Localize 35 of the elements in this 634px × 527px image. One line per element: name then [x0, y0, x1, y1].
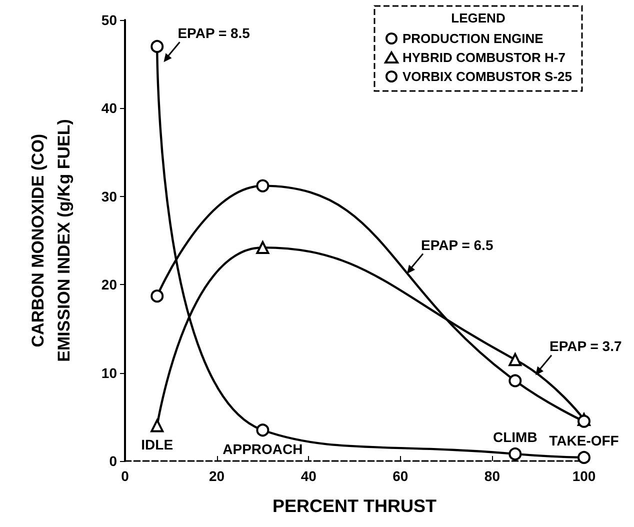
annotation: EPAP = 6.5: [420, 236, 494, 253]
point: [150, 419, 164, 432]
legend-title: LEGEND: [451, 10, 506, 26]
annotation: EPAP = 8.5: [178, 25, 250, 42]
y-tick-label: 40: [101, 100, 118, 116]
legend-label: VORBIX COMBUSTOR S-25: [402, 69, 572, 84]
y-tick-label: 20: [101, 276, 118, 293]
x-tick-label: 20: [209, 468, 225, 484]
point: [508, 447, 522, 460]
x-tick-label: 40: [300, 468, 317, 484]
y-axis-title: CARBON MONOXIDE (CO) EMISSION INDEX (g/Kg FUEL): [28, 119, 74, 362]
point: [256, 424, 270, 437]
x-tick-label: 0: [121, 468, 130, 484]
point: [256, 179, 270, 192]
point: [578, 450, 590, 464]
y-tick-label: 10: [101, 364, 118, 381]
point: [150, 290, 164, 303]
y-tick-label: 30: [101, 188, 118, 204]
point: [150, 40, 164, 53]
legend-label: HYBRID COMBUSTOR H-7: [402, 50, 566, 65]
x-tick-label: 100: [572, 468, 596, 484]
annotation: TAKE-OFF: [549, 432, 620, 448]
x-axis-title: PERCENT THRUST: [272, 496, 437, 516]
point: [508, 353, 522, 366]
annotation: EPAP = 3.7: [550, 338, 622, 354]
annotation: APPROACH: [222, 441, 303, 458]
y-tick-label: 50: [101, 12, 118, 28]
annotation: IDLE: [141, 436, 174, 453]
legend-label: PRODUCTION ENGINE: [402, 31, 544, 46]
point: [508, 374, 522, 388]
annotation: CLIMB: [492, 428, 538, 445]
point: [256, 241, 270, 254]
x-tick-label: 60: [392, 468, 408, 484]
x-tick-label: 80: [484, 468, 500, 484]
y-tick-label: 0: [109, 453, 118, 469]
